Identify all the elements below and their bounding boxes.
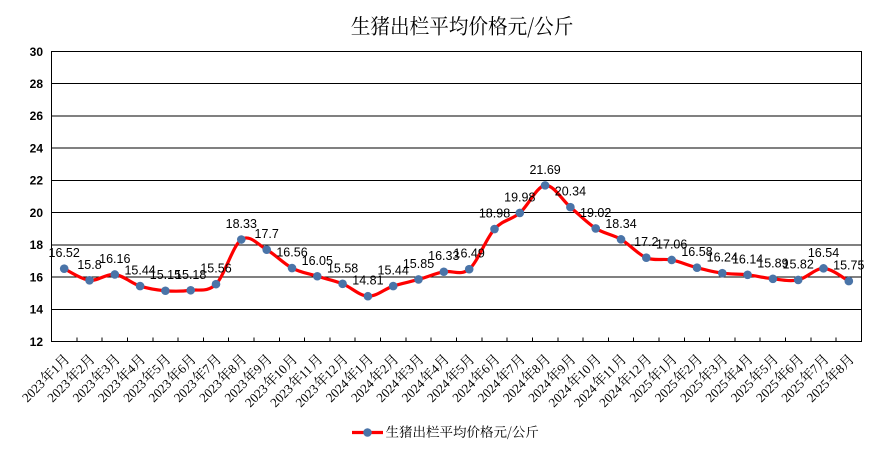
svg-text:20: 20 [30, 206, 44, 220]
svg-text:20.34: 20.34 [555, 185, 586, 199]
svg-text:16.56: 16.56 [276, 246, 307, 260]
svg-text:16.33: 16.33 [428, 249, 459, 263]
svg-text:17.06: 17.06 [656, 238, 687, 252]
svg-text:15.58: 15.58 [327, 261, 358, 275]
svg-text:12: 12 [30, 335, 44, 349]
svg-text:18: 18 [30, 238, 44, 252]
svg-text:16.54: 16.54 [808, 246, 839, 260]
svg-text:15.75: 15.75 [833, 259, 864, 273]
svg-text:15.56: 15.56 [200, 262, 231, 276]
svg-text:15.89: 15.89 [757, 256, 788, 270]
svg-text:26: 26 [30, 109, 44, 123]
svg-text:16.49: 16.49 [454, 247, 485, 261]
svg-text:28: 28 [30, 77, 44, 91]
svg-text:16: 16 [30, 270, 44, 284]
svg-text:14: 14 [30, 303, 44, 317]
svg-text:15.15: 15.15 [150, 268, 181, 282]
svg-text:15.85: 15.85 [403, 257, 434, 271]
svg-text:15.44: 15.44 [124, 264, 155, 278]
svg-text:15.8: 15.8 [77, 258, 101, 272]
svg-text:17.7: 17.7 [255, 227, 279, 241]
svg-text:16.58: 16.58 [681, 245, 712, 259]
svg-text:17.2: 17.2 [634, 235, 658, 249]
svg-text:24: 24 [30, 142, 44, 156]
svg-text:15.82: 15.82 [783, 258, 814, 272]
svg-text:30: 30 [30, 45, 44, 59]
svg-text:15.44: 15.44 [378, 264, 409, 278]
svg-text:16.52: 16.52 [49, 246, 80, 260]
svg-text:16.16: 16.16 [99, 252, 130, 266]
svg-text:14.81: 14.81 [352, 274, 383, 288]
svg-text:16.05: 16.05 [302, 254, 333, 268]
svg-text:22: 22 [30, 174, 44, 188]
svg-text:18.34: 18.34 [605, 217, 636, 231]
svg-text:21.69: 21.69 [529, 163, 560, 177]
svg-text:19.02: 19.02 [580, 206, 611, 220]
svg-text:19.98: 19.98 [504, 190, 535, 204]
svg-text:18.33: 18.33 [226, 217, 257, 231]
svg-text:15.18: 15.18 [175, 268, 206, 282]
svg-text:18.98: 18.98 [479, 207, 510, 221]
svg-text:16.24: 16.24 [707, 251, 738, 265]
svg-text:16.14: 16.14 [732, 252, 763, 266]
